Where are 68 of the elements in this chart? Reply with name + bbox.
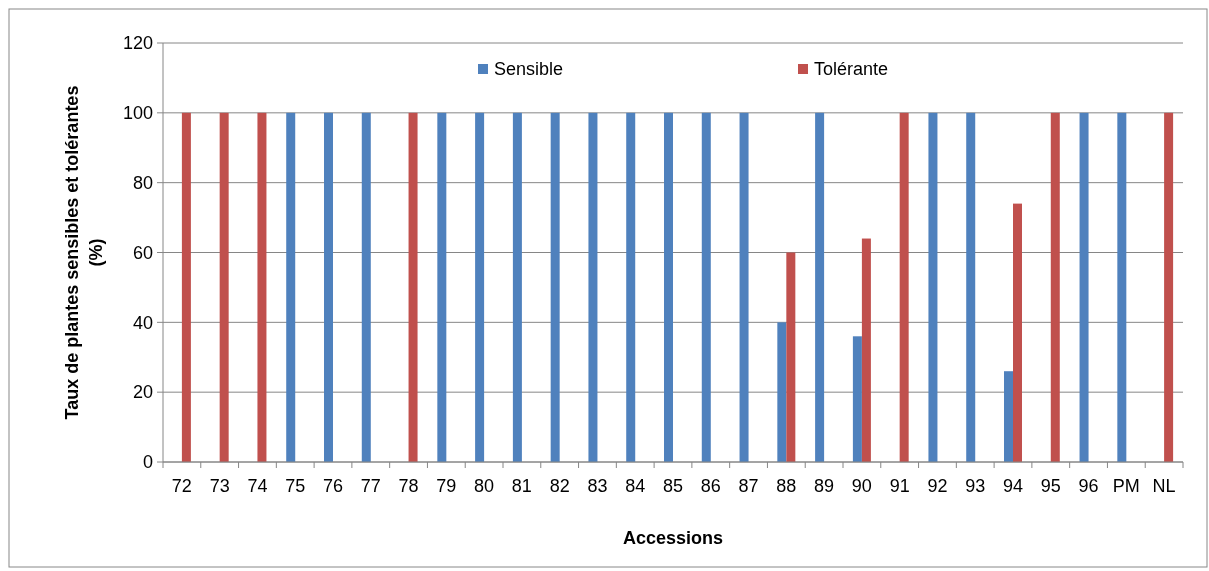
y-tick-label: 40 <box>132 312 153 333</box>
bar <box>815 112 825 462</box>
x-tick-label: 73 <box>209 476 230 496</box>
x-tick-label: 77 <box>360 476 381 496</box>
x-tick-label: 74 <box>247 476 268 496</box>
x-tick-label: 87 <box>738 476 759 496</box>
x-tick-label: 86 <box>700 476 721 496</box>
bar <box>626 112 636 462</box>
y-tick-label: 120 <box>122 33 153 54</box>
bar <box>550 112 560 462</box>
bar <box>324 112 333 462</box>
bar <box>1050 112 1060 462</box>
x-axis-title: Accessions <box>622 528 724 548</box>
y-tick-label: 20 <box>132 382 153 403</box>
x-tick-label: 93 <box>965 476 986 496</box>
y-tick-label: 60 <box>132 242 153 263</box>
x-tick-label: 82 <box>549 476 570 496</box>
bar <box>966 112 976 462</box>
bar <box>928 112 938 462</box>
x-tick-label: 78 <box>398 476 419 496</box>
x-tick-label: 94 <box>1002 476 1024 496</box>
bar <box>1004 371 1013 462</box>
x-tick-label: 72 <box>171 476 192 496</box>
y-tick-label: 0 <box>142 452 153 473</box>
y-axis-title: Taux de plantes sensibles et tolérantes (%) <box>62 85 106 420</box>
x-tick-label: 85 <box>662 476 684 496</box>
x-tick-label: 90 <box>851 476 872 496</box>
x-tick-label: 81 <box>511 476 532 496</box>
bar <box>786 252 796 462</box>
x-tick-label: 89 <box>814 476 835 496</box>
x-tick-label: 96 <box>1078 476 1099 496</box>
bar <box>1079 112 1089 462</box>
x-tick-label: 75 <box>285 476 306 496</box>
x-tick-label: PM <box>1112 476 1140 496</box>
x-tick-label: 91 <box>889 476 910 496</box>
bar <box>408 112 418 462</box>
x-tick-label: 95 <box>1040 476 1061 496</box>
bar <box>588 112 598 462</box>
bar <box>512 112 522 462</box>
legend-label: Sensible <box>494 59 564 79</box>
bar <box>1117 112 1127 462</box>
bar <box>739 112 749 462</box>
bar <box>861 238 871 462</box>
bar <box>1164 112 1174 462</box>
bar <box>701 112 711 462</box>
x-tick-label: 79 <box>436 476 457 496</box>
x-tick-label: 88 <box>776 476 797 496</box>
bar <box>286 112 296 462</box>
x-tick-label: 84 <box>625 476 646 496</box>
bar <box>899 112 909 462</box>
x-tick-label: 92 <box>927 476 948 496</box>
bar <box>257 112 267 462</box>
y-tick-label: 80 <box>132 172 153 193</box>
x-tick-label: 80 <box>474 476 495 496</box>
x-tick-label: 83 <box>587 476 608 496</box>
x-tick-label: 76 <box>322 476 344 496</box>
bar <box>219 112 229 462</box>
bar <box>475 112 485 462</box>
bar <box>664 112 673 462</box>
bar <box>852 336 862 462</box>
bar <box>437 112 447 462</box>
x-tick-label: NL <box>1152 476 1176 496</box>
bar <box>777 322 787 462</box>
bar <box>181 112 191 462</box>
bar <box>361 112 371 462</box>
legend-label: Tolérante <box>814 59 889 79</box>
y-tick-label: 100 <box>122 103 153 124</box>
bar <box>1013 203 1022 462</box>
